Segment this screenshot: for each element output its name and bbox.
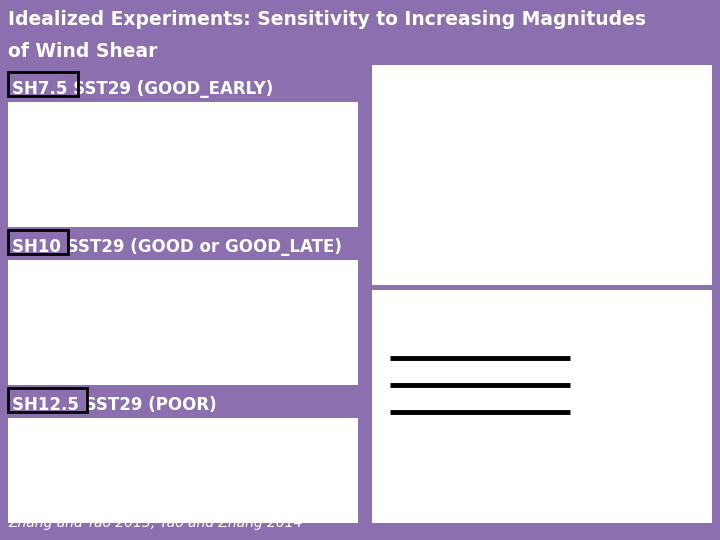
Bar xyxy=(372,65,712,285)
Bar xyxy=(372,290,712,523)
Text: SH10 SST29 (GOOD or GOOD_LATE): SH10 SST29 (GOOD or GOOD_LATE) xyxy=(12,238,342,256)
Text: Zhang and Tao 2013, Tao and Zhang 2014: Zhang and Tao 2013, Tao and Zhang 2014 xyxy=(8,516,302,530)
Text: SH7.5 SST29 (GOOD_EARLY): SH7.5 SST29 (GOOD_EARLY) xyxy=(12,80,274,98)
Bar xyxy=(8,102,358,227)
Bar xyxy=(8,230,68,254)
Bar xyxy=(8,260,358,385)
Bar xyxy=(8,388,87,412)
Text: SH12.5 SST29 (POOR): SH12.5 SST29 (POOR) xyxy=(12,396,217,414)
Bar xyxy=(8,418,358,523)
Text: of Wind Shear: of Wind Shear xyxy=(8,42,158,61)
Text: Idealized Experiments: Sensitivity to Increasing Magnitudes: Idealized Experiments: Sensitivity to In… xyxy=(8,10,646,29)
Bar xyxy=(8,72,78,96)
